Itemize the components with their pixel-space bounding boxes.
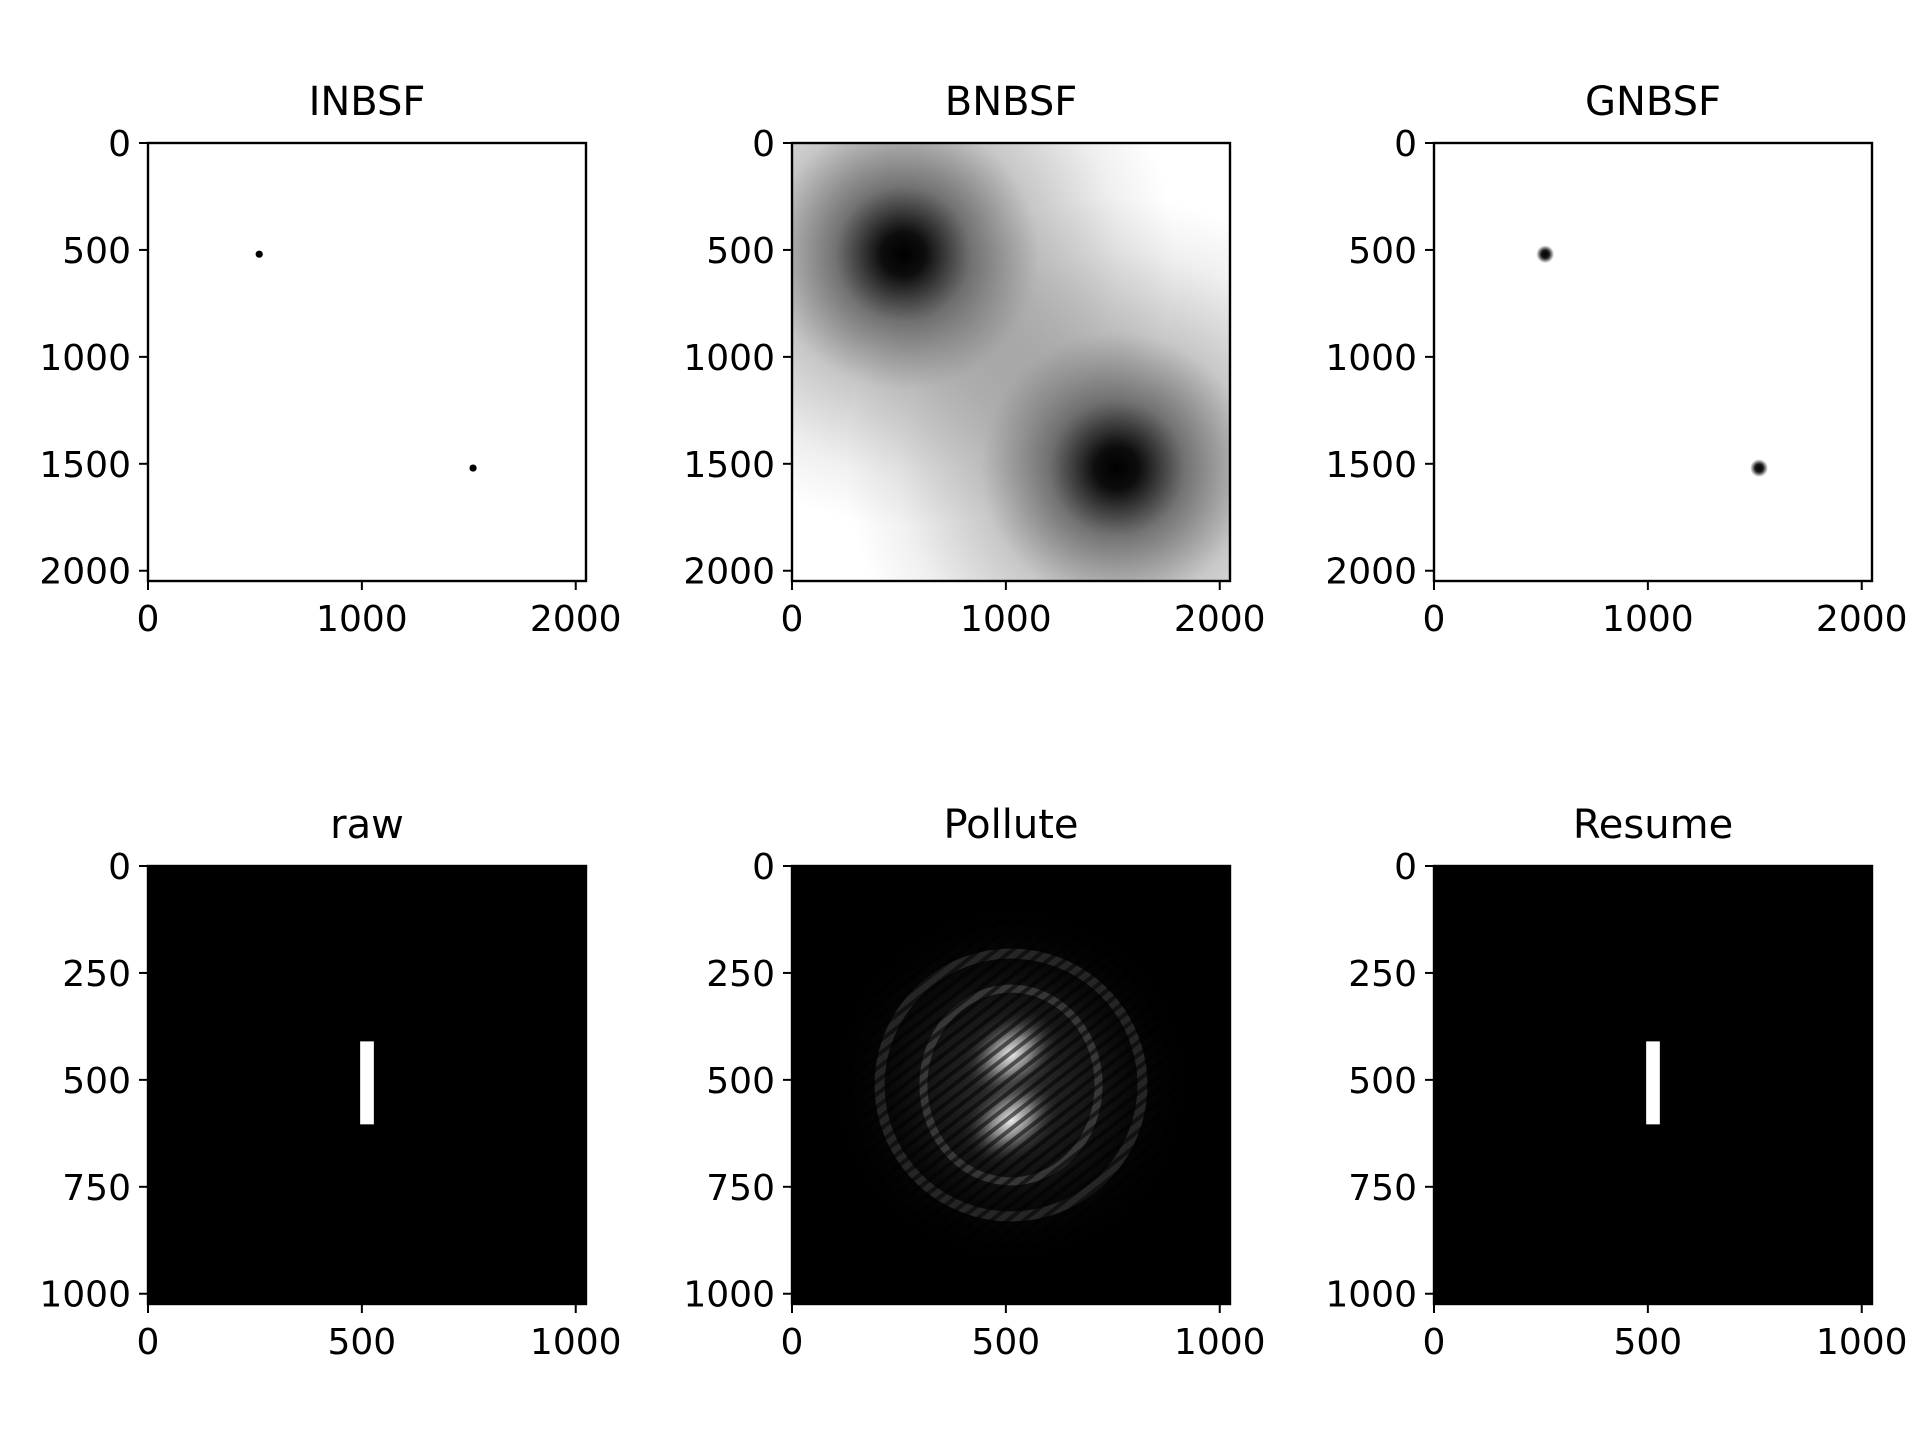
x-tick-label: 0: [1423, 599, 1446, 640]
image-raw: [148, 866, 586, 1304]
panel-title: GNBSF: [1585, 79, 1721, 125]
image-resume: [1434, 866, 1872, 1304]
y-tick-label: 0: [752, 124, 775, 165]
axes-frame: [1432, 864, 1874, 1306]
y-tick-label: 2000: [39, 552, 131, 593]
panel-title: BNBSF: [945, 79, 1078, 125]
image-gnbsf: [1434, 143, 1872, 581]
y-tick-label: 500: [1348, 231, 1417, 272]
x-tick-label: 0: [1423, 1322, 1446, 1363]
y-tick-label: 750: [706, 1168, 775, 1209]
image-background: [1434, 143, 1872, 581]
y-tick-label: 250: [1348, 954, 1417, 995]
y-tick-label: 0: [108, 124, 131, 165]
y-tick-label: 0: [108, 847, 131, 888]
y-tick-label: 500: [62, 1061, 131, 1102]
x-tick-label: 0: [137, 1322, 160, 1363]
y-tick-label: 1500: [39, 445, 131, 486]
y-tick-label: 750: [62, 1168, 131, 1209]
image-bnbsf: [792, 143, 1230, 581]
x-tick-label: 1000: [1816, 1322, 1908, 1363]
image-pollute: [792, 866, 1230, 1304]
gaussian-spot-1: [1536, 245, 1555, 264]
y-tick-label: 250: [706, 954, 775, 995]
y-tick-label: 0: [1394, 124, 1417, 165]
x-tick-label: 1000: [530, 1322, 622, 1363]
image-background: [148, 143, 586, 581]
y-tick-label: 1000: [39, 1275, 131, 1316]
panel-title: Resume: [1573, 802, 1733, 848]
y-tick-label: 1000: [1325, 338, 1417, 379]
x-tick-label: 2000: [1816, 599, 1908, 640]
y-tick-label: 0: [1394, 847, 1417, 888]
y-tick-label: 1000: [683, 1275, 775, 1316]
y-tick-label: 250: [62, 954, 131, 995]
x-tick-label: 0: [137, 599, 160, 640]
x-tick-label: 1000: [960, 599, 1052, 640]
interference-stripes: [792, 866, 1230, 1304]
x-tick-label: 2000: [530, 599, 622, 640]
y-tick-label: 500: [62, 231, 131, 272]
y-tick-label: 500: [706, 231, 775, 272]
point-source-2: [469, 464, 477, 472]
x-tick-label: 0: [781, 1322, 804, 1363]
x-tick-label: 500: [1614, 1322, 1683, 1363]
axes-frame: [146, 141, 588, 583]
panel-title: INBSF: [309, 79, 426, 125]
y-tick-label: 2000: [683, 552, 775, 593]
y-tick-label: 0: [752, 847, 775, 888]
y-tick-label: 750: [1348, 1168, 1417, 1209]
x-tick-label: 500: [328, 1322, 397, 1363]
x-tick-label: 2000: [1174, 599, 1266, 640]
y-tick-label: 1000: [39, 338, 131, 379]
y-tick-label: 2000: [1325, 552, 1417, 593]
y-tick-label: 500: [706, 1061, 775, 1102]
y-tick-label: 1000: [683, 338, 775, 379]
gaussian-spot-2: [1750, 459, 1768, 477]
axes-frame: [1432, 141, 1874, 583]
bar-object: [1646, 1041, 1660, 1125]
axes-frame: [146, 864, 588, 1306]
axes-frame: [790, 141, 1232, 583]
image-inbsf: [148, 143, 586, 581]
bar-object: [360, 1041, 374, 1125]
y-tick-label: 1000: [1325, 1275, 1417, 1316]
panel-title: raw: [330, 802, 404, 848]
y-tick-label: 500: [1348, 1061, 1417, 1102]
y-tick-label: 1500: [683, 445, 775, 486]
x-tick-label: 500: [972, 1322, 1041, 1363]
x-tick-label: 1000: [1174, 1322, 1266, 1363]
y-tick-label: 1500: [1325, 445, 1417, 486]
panel-title: Pollute: [943, 802, 1078, 848]
x-tick-label: 1000: [316, 599, 408, 640]
axes-frame: [790, 864, 1232, 1306]
x-tick-label: 1000: [1602, 599, 1694, 640]
blur-spot-2: [845, 196, 1230, 581]
point-source-1: [255, 250, 263, 258]
x-tick-label: 0: [781, 599, 804, 640]
